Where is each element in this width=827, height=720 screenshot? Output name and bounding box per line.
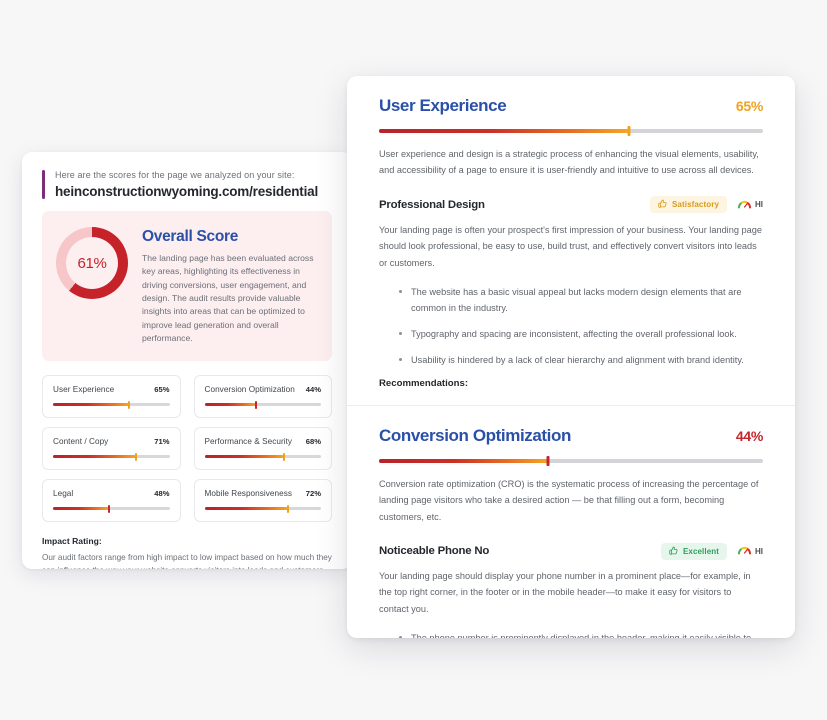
category-section-conversion-optimization: Conversion Optimization 44% Conversion r…: [347, 406, 795, 638]
score-progress-marker: [134, 452, 137, 461]
score-progress-marker: [254, 400, 257, 409]
score-progress-track: [204, 452, 321, 461]
score-progress-track: [53, 504, 170, 513]
category-progress-fill: [379, 129, 629, 133]
score-card-label: User Experience: [53, 385, 115, 395]
score-card[interactable]: Performance & Security 68%: [193, 427, 332, 471]
impact-indicator: HI: [738, 542, 763, 560]
list-item: The phone number is prominently displaye…: [399, 630, 763, 638]
category-description: Conversion rate optimization (CRO) is th…: [379, 478, 759, 522]
category-description: User experience and design is a strategi…: [379, 149, 759, 176]
list-item: Typography and spacing are inconsistent,…: [399, 326, 763, 342]
section-divider: [347, 404, 795, 406]
gauge-icon: [738, 196, 751, 214]
score-card[interactable]: Conversion Optimization 44%: [193, 375, 332, 419]
list-item: Usability is hindered by a lack of clear…: [399, 352, 763, 368]
score-progress-track: [204, 504, 321, 513]
score-card-label: Mobile Responsiveness: [204, 489, 293, 499]
score-card-value: 44%: [305, 385, 321, 395]
findings-list: The phone number is prominently displaye…: [379, 630, 763, 638]
audit-detail-panel: User Experience 65% User experience and …: [347, 76, 795, 638]
site-header: Here are the scores for the page we anal…: [42, 170, 332, 211]
category-score-value: 65%: [735, 98, 763, 114]
score-card-label: Legal: [53, 489, 74, 499]
category-progress-marker: [627, 126, 631, 136]
category-progress-track: [379, 126, 763, 136]
subsection-description: Your landing page is often your prospect…: [379, 224, 762, 268]
category-header: Conversion Optimization 44%: [379, 426, 763, 446]
overall-score-description: The landing page has been evaluated acro…: [142, 253, 314, 343]
status-badge-label: Satisfactory: [672, 200, 719, 210]
score-card-value: 68%: [305, 437, 321, 447]
score-card-value: 48%: [154, 489, 170, 499]
findings-list: The website has a basic visual appeal bu…: [379, 284, 763, 368]
status-badge-label: Excellent: [682, 546, 719, 556]
score-progress-marker: [287, 504, 290, 513]
impact-indicator: HI: [738, 196, 763, 214]
overall-score-title: Overall Score: [142, 228, 239, 245]
subsection-header: Professional Design Satisfactory: [379, 196, 763, 214]
score-card-label: Content / Copy: [53, 437, 109, 447]
thumbs-up-icon: [658, 199, 667, 210]
score-card-value: 71%: [154, 437, 170, 447]
category-title: User Experience: [379, 96, 507, 115]
score-card[interactable]: Content / Copy 71%: [42, 427, 181, 471]
gauge-icon: [738, 542, 751, 560]
score-card-label: Conversion Optimization: [204, 385, 295, 395]
category-header: User Experience 65%: [379, 96, 763, 116]
subsection-title: Professional Design: [379, 198, 485, 211]
thumbs-up-icon: [669, 546, 678, 557]
overall-score-donut: 61%: [56, 227, 128, 299]
score-progress-track: [204, 400, 321, 409]
category-score-value: 44%: [735, 427, 763, 444]
impact-rating-title: Impact Rating:: [42, 536, 102, 547]
overall-score-card: 61% Overall Score The landing page has b…: [42, 211, 332, 362]
site-lead-text: Here are the scores for the page we anal…: [55, 170, 295, 180]
score-progress-marker: [282, 452, 285, 461]
score-progress-track: [53, 452, 170, 461]
status-badge: Satisfactory: [650, 196, 727, 214]
impact-indicator-label: HI: [755, 546, 763, 556]
category-progress-fill: [379, 458, 548, 463]
score-progress-fill: [204, 455, 284, 459]
score-progress-fill: [53, 455, 136, 459]
score-progress-marker: [127, 400, 130, 409]
score-progress-fill: [53, 403, 129, 407]
score-card-value: 72%: [305, 489, 321, 499]
audit-summary-panel: Here are the scores for the page we anal…: [22, 152, 352, 569]
score-progress-fill: [204, 507, 289, 511]
recommendations-label: Recommendations:: [379, 377, 469, 389]
category-section-user-experience: User Experience 65% User experience and …: [347, 76, 795, 405]
subsection-title: Noticeable Phone No: [379, 545, 490, 557]
accent-bar: [42, 170, 45, 199]
list-item: The website has a basic visual appeal bu…: [399, 284, 763, 316]
category-progress-marker: [546, 455, 550, 466]
score-card[interactable]: User Experience 65%: [42, 375, 181, 419]
impact-rating-section: Impact Rating: Our audit factors range f…: [42, 536, 332, 569]
category-score-grid: User Experience 65% Conversion Optimizat…: [42, 375, 332, 523]
score-card-label: Performance & Security: [204, 437, 293, 447]
subsection-description: Your landing page should display your ph…: [379, 571, 751, 614]
score-progress-fill: [53, 507, 109, 511]
category-progress-track: [379, 455, 763, 466]
score-card-value: 65%: [154, 385, 170, 395]
status-badge: Excellent: [660, 542, 727, 560]
overall-score-value: 61%: [77, 254, 107, 272]
category-title: Conversion Optimization: [379, 425, 571, 445]
impact-rating-paragraph-1: Our audit factors range from high impact…: [42, 553, 332, 569]
score-card[interactable]: Legal 48%: [42, 479, 181, 523]
score-progress-track: [53, 400, 170, 409]
score-progress-marker: [107, 504, 110, 513]
impact-indicator-label: HI: [755, 200, 763, 210]
analyzed-site-url: heinconstructionwyoming.com/residential: [55, 184, 318, 199]
score-card[interactable]: Mobile Responsiveness 72%: [193, 479, 332, 523]
score-progress-fill: [204, 403, 256, 407]
subsection-header: Noticeable Phone No Excellent: [379, 542, 763, 560]
